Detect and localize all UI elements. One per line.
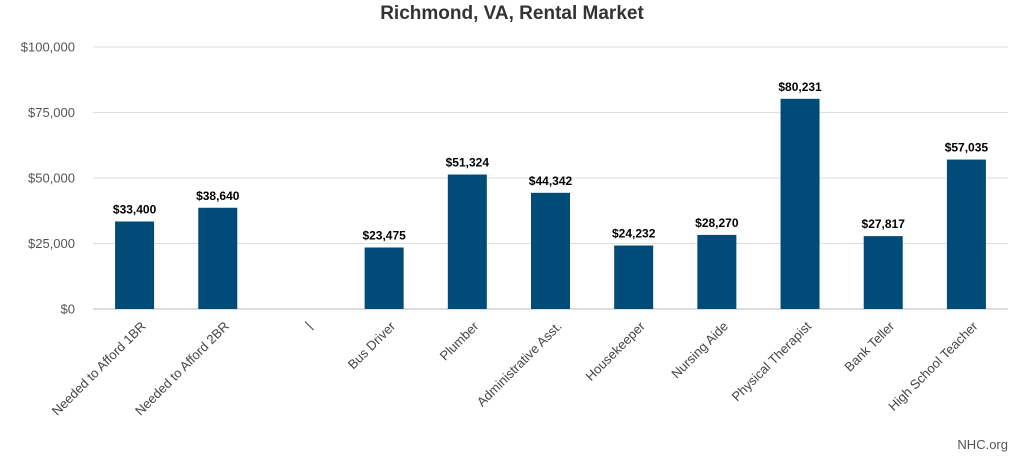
x-tick-label: Physical Therapist [729,318,815,404]
bars [115,98,986,310]
data-label: $51,324 [446,156,490,170]
bar [198,207,238,309]
chart-title: Richmond, VA, Rental Market [380,3,644,24]
y-tick-label: $75,000 [28,105,75,120]
bar [531,192,570,309]
bar [115,221,155,309]
bar [946,159,986,309]
source-credit: NHC.org [957,437,1008,452]
x-tick-label: Plumber [437,318,482,363]
data-label: $80,231 [778,80,822,94]
data-label: $33,400 [113,202,157,216]
data-labels: $33,400 $38,640 $23,475 $51,324 $44,342 $24,2… [113,80,989,243]
y-tick-label: $25,000 [28,236,75,251]
data-label: $28,270 [695,216,739,230]
bar [614,245,654,309]
data-label: $27,817 [862,217,906,231]
x-tick-label: Needed to Afford 2BR [132,319,232,419]
y-axis-ticks: $0 $25,000 $50,000 $75,000 $100,000 [21,40,75,317]
bar [780,98,820,310]
data-label: $57,035 [945,141,989,155]
x-tick-label: Nursing Aide [668,319,731,382]
x-tick-label: Bank Teller [841,318,897,374]
x-tick-label: | [302,319,315,332]
data-label: $24,232 [612,227,656,241]
bar [364,247,404,309]
bar [863,236,903,309]
data-label: $44,342 [529,174,573,188]
bar [447,174,487,309]
y-tick-label: $0 [61,302,75,317]
x-tick-label: Housekeeper [583,318,649,384]
bar [697,234,737,309]
x-tick-label: Needed to Afford 1BR [49,319,149,419]
y-tick-label: $50,000 [28,171,75,186]
x-tick-label: Bus Driver [345,318,399,372]
y-tick-label: $100,000 [21,40,75,55]
x-tick-label: High School Teacher [885,318,981,414]
data-label: $23,475 [362,228,406,242]
x-tick-label: Administrative Asst. [474,319,565,410]
data-label: $38,640 [196,189,240,203]
